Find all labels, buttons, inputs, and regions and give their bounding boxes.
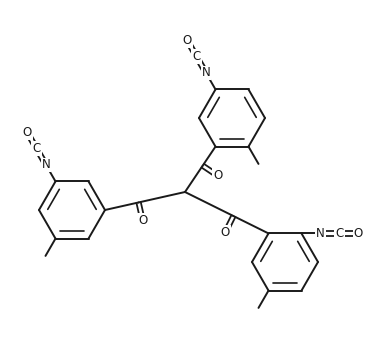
Text: O: O bbox=[213, 169, 222, 182]
Text: O: O bbox=[221, 226, 230, 239]
Text: O: O bbox=[138, 214, 147, 227]
Text: O: O bbox=[182, 33, 192, 47]
Text: C: C bbox=[193, 50, 200, 63]
Text: N: N bbox=[202, 67, 210, 79]
Text: N: N bbox=[316, 227, 325, 240]
Text: N: N bbox=[42, 158, 50, 171]
Text: O: O bbox=[22, 126, 31, 139]
Text: O: O bbox=[354, 227, 363, 240]
Text: C: C bbox=[32, 142, 41, 155]
Text: C: C bbox=[335, 227, 344, 240]
